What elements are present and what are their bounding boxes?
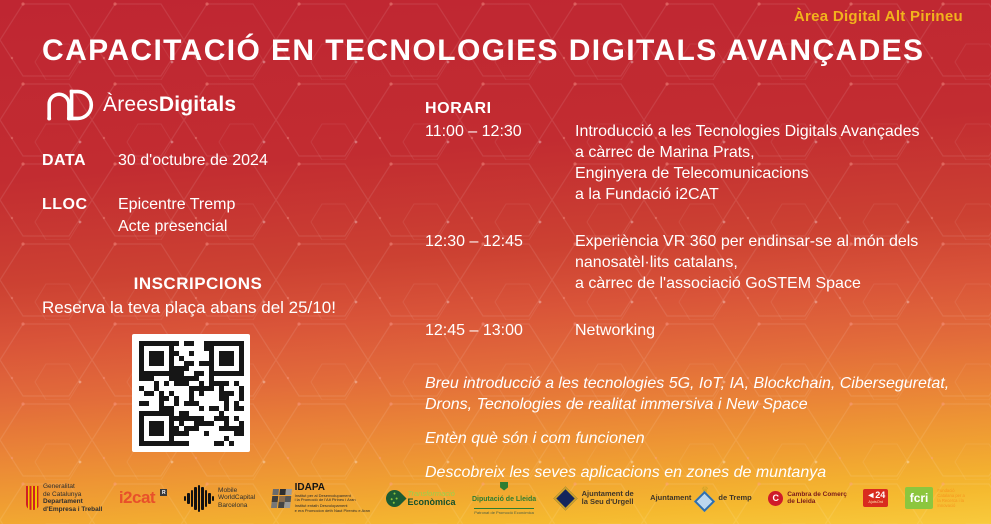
inscriptions-block: INSCRIPCIONS Reserva la teva plaça abans… xyxy=(42,274,354,318)
logo-tremp-right: de Tremp xyxy=(718,492,752,502)
logo-generalitat: Generalitat de Catalunya Departament d'E… xyxy=(26,483,102,513)
logo-i2cat-text: i2cat xyxy=(118,488,156,507)
arees-digitals-monogram-icon xyxy=(47,89,94,121)
mosaic-grid-icon xyxy=(270,488,292,508)
crown-icon: ♛ xyxy=(700,485,709,495)
logo-diputacio-sub: Patronat de Promoció Econòmica xyxy=(474,508,534,515)
letter-c-badge-icon: C xyxy=(768,490,784,506)
logo-ajuts24-caption: AjutsOrd xyxy=(868,500,884,505)
note-paragraph: Breu introducció a les tecnologies 5G, I… xyxy=(425,375,950,413)
logo-generalitat-bottom: Departament d'Empresa i Treball xyxy=(43,498,103,513)
logo-cambra-text: Cambra de Comerç de Lleida xyxy=(787,490,847,506)
schedule-desc: Introducció a les Tecnologies Digitals A… xyxy=(575,123,920,203)
qr-code xyxy=(132,334,250,452)
schedule-desc: Networking xyxy=(575,322,656,339)
schedule-desc: Experiència VR 360 per endinsar-se al mó… xyxy=(575,233,919,292)
logo-transformacio-bottom: Econòmica xyxy=(407,496,456,507)
logo-transformacio-economica: Transformació Econòmica xyxy=(382,485,456,511)
fcri-badge-icon: fcri xyxy=(904,487,934,509)
registered-mark-icon: R xyxy=(160,489,168,496)
logo-transformacio-text: Transformació Econòmica xyxy=(407,488,456,507)
location-row: LLOC Epicentre Tremp Acte presencial xyxy=(42,194,372,238)
shield-icon xyxy=(694,490,716,513)
crest-icon xyxy=(500,481,509,491)
event-details: DATA 30 d'octubre de 2024 LLOC Epicentre… xyxy=(42,150,372,452)
logo-fcri: fcri Fundació Catalana per a la Recerca … xyxy=(904,487,965,509)
brand-name: ÀreesDigitals xyxy=(103,93,236,117)
logo-seu-urgell-text: Ajuntament de la Seu d'Urgell xyxy=(581,488,634,506)
qr-code-grid xyxy=(138,340,244,446)
tremp-crest: ♛ xyxy=(694,485,716,513)
logo-ajuts24: ◄24 AjutsOrd xyxy=(863,488,889,508)
logo-seu-urgell: Ajuntament de la Seu d'Urgell xyxy=(553,485,634,511)
schedule-item: 12:30 – 12:45 Experiència VR 360 per end… xyxy=(425,231,973,294)
logo-tremp-left: Ajuntament xyxy=(650,492,692,502)
logo-tremp: Ajuntament ♛ de Tremp xyxy=(650,485,752,513)
logo-diputacio-lleida: Diputació de Lleida Patronat de Promoció… xyxy=(471,481,537,515)
inscriptions-subtitle: Reserva la teva plaça abans del 25/10! xyxy=(42,298,336,317)
logo-transformacio-top: Transformació xyxy=(407,488,455,498)
note-paragraph: Entèn què són i com funcionen xyxy=(425,430,645,447)
leaf-shield-icon xyxy=(382,485,407,511)
logo-idapa-sub2: Institut entath Desvolopament e era Prom… xyxy=(294,503,370,513)
logo-cambra-comerc: C Cambra de Comerç de Lleida xyxy=(768,490,847,506)
inscriptions-title: INSCRIPCIONS xyxy=(133,274,263,293)
date-value: 30 d'octubre de 2024 xyxy=(118,152,268,169)
logo-fcri-side-text: Fundació Catalana per a la Recerca i la … xyxy=(937,488,965,508)
brand-name-regular: Àrees xyxy=(103,93,159,116)
area-label: Àrea Digital Alt Pirineu xyxy=(793,8,963,25)
logo-mwcb-text: Mobile WorldCapital Barcelona xyxy=(218,486,256,509)
brand-name-bold: Digitals xyxy=(158,93,237,116)
schedule-title: HORARI xyxy=(425,100,492,117)
schedule-item: 11:00 – 12:30 Introducció a les Tecnolog… xyxy=(425,121,973,205)
location-label: LLOC xyxy=(42,196,88,213)
schedule-block: HORARI 11:00 – 12:30 Introducció a les T… xyxy=(425,100,973,496)
logo-mwcb: Mobile WorldCapital Barcelona xyxy=(183,484,256,512)
logo-idapa: IDAPA Institut per al Desenvolupament i … xyxy=(270,481,370,513)
logo-generalitat-text: Generalitat de Catalunya Departament d'E… xyxy=(43,483,102,513)
logo-diputacio-title: Diputació de Lleida xyxy=(471,495,537,503)
logo-idapa-text: IDAPA Institut per al Desenvolupament i … xyxy=(294,481,370,513)
arrow-24-badge-icon: ◄24 AjutsOrd xyxy=(863,488,889,508)
logo-idapa-sub1: Institut per al Desenvolupament i la Pro… xyxy=(294,492,356,503)
location-value: Epicentre Tremp Acte presencial xyxy=(118,196,236,235)
note-paragraph: Descobreix les seves aplicacions en zone… xyxy=(425,464,827,481)
diamond-crest-icon xyxy=(553,485,578,511)
logo-idapa-title: IDAPA xyxy=(294,481,325,493)
notes-block: Breu introducció a les tecnologies 5G, I… xyxy=(425,373,965,483)
page-title: CAPACITACIÓ EN TECNOLOGIES DIGITALS AVAN… xyxy=(42,34,925,67)
date-row: DATA 30 d'octubre de 2024 xyxy=(42,150,372,172)
schedule-time: 12:45 – 13:00 xyxy=(425,322,523,339)
schedule-time: 12:30 – 12:45 xyxy=(425,233,523,250)
logo-ajuts24-num: ◄24 xyxy=(866,489,886,500)
logo-i2cat: i2cat R xyxy=(118,488,168,508)
schedule-time: 11:00 – 12:30 xyxy=(425,123,522,140)
footer-logos: Generalitat de Catalunya Departament d'E… xyxy=(0,472,991,524)
soundwave-bars-icon xyxy=(183,484,215,512)
date-label: DATA xyxy=(42,152,87,169)
logo-generalitat-top: Generalitat de Catalunya xyxy=(43,483,82,498)
schedule-item: 12:45 – 13:00 Networking xyxy=(425,320,973,341)
senyera-stripes-icon xyxy=(26,486,39,510)
brand-logo: ÀreesDigitals xyxy=(42,86,236,124)
